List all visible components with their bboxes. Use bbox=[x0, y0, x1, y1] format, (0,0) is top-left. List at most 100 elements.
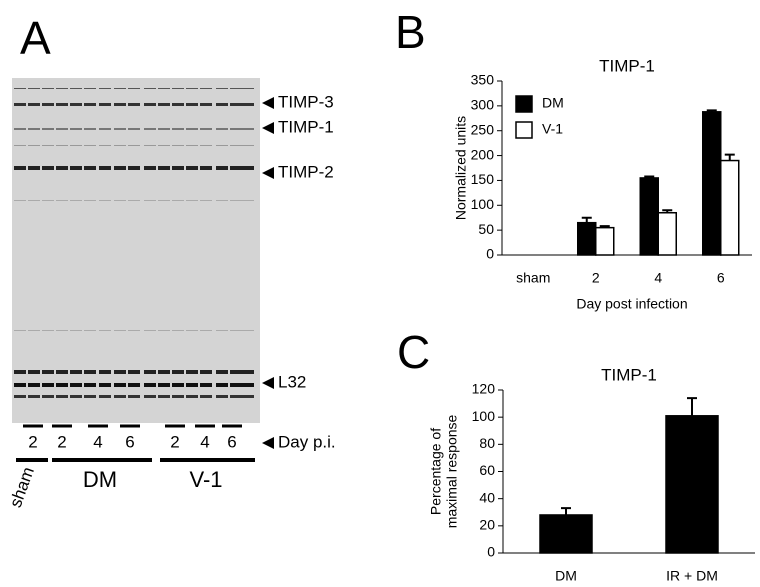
gel-band bbox=[70, 88, 82, 89]
bar bbox=[657, 211, 677, 256]
chart-title: TIMP-1 bbox=[599, 56, 655, 75]
x-tick-label: 4 bbox=[654, 270, 662, 286]
band-label: TIMP-1 bbox=[278, 117, 334, 136]
gel-image bbox=[12, 78, 260, 423]
gel-band bbox=[42, 145, 54, 146]
x-tick-label: sham bbox=[516, 270, 550, 286]
x-tick-label: 2 bbox=[592, 270, 600, 286]
lane-label: 6 bbox=[125, 432, 134, 451]
gel-band bbox=[242, 330, 254, 331]
gel-band bbox=[172, 166, 184, 170]
gel-band bbox=[230, 166, 242, 170]
gel-band bbox=[216, 166, 228, 170]
gel-band bbox=[56, 103, 68, 106]
gel-band bbox=[158, 88, 170, 89]
gel-band bbox=[128, 383, 140, 387]
gel-band bbox=[56, 200, 68, 201]
lane-label: 4 bbox=[93, 432, 102, 451]
gel-band bbox=[28, 128, 40, 130]
gel-band bbox=[28, 383, 40, 387]
gel-band bbox=[42, 166, 54, 170]
gel-band bbox=[28, 145, 40, 146]
bar bbox=[665, 415, 719, 554]
gel-band bbox=[56, 383, 68, 387]
gel-band bbox=[128, 395, 140, 398]
gel-band bbox=[216, 128, 228, 130]
gel-band bbox=[114, 166, 126, 170]
gel-band bbox=[172, 330, 184, 331]
gel-band bbox=[14, 383, 26, 387]
bar bbox=[720, 159, 740, 256]
gel-band bbox=[99, 88, 111, 89]
gel-band bbox=[128, 145, 140, 146]
gel-band bbox=[42, 88, 54, 89]
gel-band bbox=[14, 370, 26, 374]
gel-band bbox=[114, 383, 126, 387]
gel-band bbox=[200, 128, 212, 130]
gel-band bbox=[242, 383, 254, 387]
gel-band bbox=[172, 200, 184, 201]
gel-band bbox=[200, 145, 212, 146]
gel-band bbox=[216, 200, 228, 201]
lane-label: 6 bbox=[227, 432, 236, 451]
gel-band bbox=[186, 370, 198, 374]
gel-band bbox=[114, 395, 126, 398]
gel-band bbox=[128, 103, 140, 106]
gel-band bbox=[56, 128, 68, 130]
y-tick-label: 350 bbox=[471, 72, 495, 88]
panel-letter: C bbox=[397, 326, 430, 378]
gel-band bbox=[172, 103, 184, 106]
gel-band bbox=[144, 88, 156, 89]
gel-band bbox=[128, 330, 140, 331]
y-tick-label: 20 bbox=[479, 517, 495, 533]
gel-band bbox=[158, 200, 170, 201]
gel-band bbox=[114, 128, 126, 130]
gel-band bbox=[99, 128, 111, 130]
gel-band bbox=[158, 383, 170, 387]
band-label: L32 bbox=[278, 372, 306, 391]
legend-label: DM bbox=[542, 95, 564, 111]
gel-band bbox=[216, 383, 228, 387]
gel-band bbox=[230, 330, 242, 331]
gel-band bbox=[42, 103, 54, 106]
gel-band bbox=[42, 330, 54, 331]
gel-band bbox=[242, 88, 254, 89]
x-tick-label: DM bbox=[555, 568, 577, 584]
gel-band bbox=[128, 200, 140, 201]
gel-band bbox=[242, 395, 254, 398]
gel-bands bbox=[14, 88, 254, 398]
y-tick-label: 250 bbox=[471, 121, 495, 137]
gel-band bbox=[216, 330, 228, 331]
gel-band bbox=[186, 200, 198, 201]
panel-letter: A bbox=[20, 12, 51, 64]
gel-band bbox=[216, 370, 228, 374]
legend-label: V-1 bbox=[542, 121, 563, 137]
gel-band bbox=[56, 330, 68, 331]
y-axis-label: Normalized units bbox=[453, 116, 469, 220]
gel-band bbox=[144, 370, 156, 374]
band-label: Day p.i. bbox=[278, 432, 336, 451]
chart-title: TIMP-1 bbox=[601, 365, 657, 384]
x-axis-label: Day post infection bbox=[576, 296, 687, 312]
arrow bbox=[262, 167, 274, 179]
y-axis-label: Percentage of bbox=[428, 428, 444, 515]
y-tick-label: 80 bbox=[479, 435, 495, 451]
group-label: DM bbox=[83, 467, 117, 492]
gel-band bbox=[242, 128, 254, 130]
gel-band bbox=[186, 383, 198, 387]
gel-band bbox=[144, 395, 156, 398]
y-tick-label: 100 bbox=[471, 196, 495, 212]
gel-band bbox=[128, 370, 140, 374]
gel-band bbox=[144, 383, 156, 387]
gel-band bbox=[230, 88, 242, 89]
arrow bbox=[262, 437, 274, 449]
bar bbox=[577, 221, 597, 256]
gel-band bbox=[172, 383, 184, 387]
lane-label: 2 bbox=[28, 432, 37, 451]
gel-band bbox=[186, 330, 198, 331]
gel-band bbox=[158, 103, 170, 106]
gel-band bbox=[84, 145, 96, 146]
gel-band bbox=[200, 103, 212, 106]
gel-band bbox=[70, 103, 82, 106]
y-tick-label: 120 bbox=[472, 381, 496, 397]
